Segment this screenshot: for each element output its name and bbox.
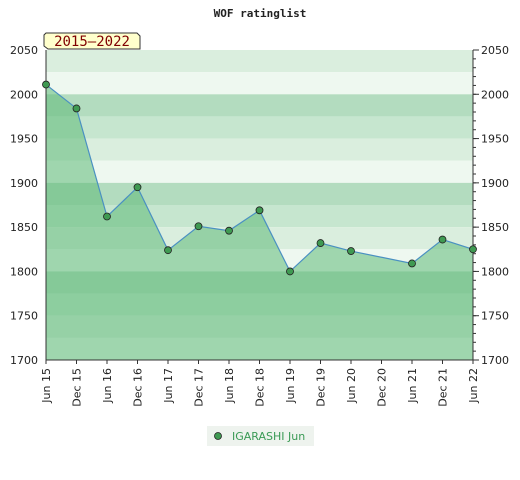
x-tick-label: Dec 15 xyxy=(71,368,84,407)
data-point[interactable] xyxy=(225,226,233,235)
badge-label: 2015–2022 xyxy=(54,34,130,50)
x-tick-label: Dec 18 xyxy=(254,368,267,407)
series-line xyxy=(45,84,474,273)
area-layer xyxy=(45,84,474,361)
y-tick-label-right: 1950 xyxy=(481,133,509,146)
y-tick-label-right: 1750 xyxy=(481,310,509,323)
legend-label: IGARASHI Jun xyxy=(232,430,305,443)
y-tick-label-left: 1800 xyxy=(10,265,38,278)
y-tick-label-right: 1800 xyxy=(481,265,509,278)
x-tick-label: Dec 17 xyxy=(193,368,206,407)
data-point[interactable] xyxy=(103,212,111,221)
x-tick-label: Jun 22 xyxy=(467,368,480,404)
x-tick-label: Dec 19 xyxy=(315,368,328,407)
y-tick-label-left: 1950 xyxy=(10,133,38,146)
y-tick-label-left: 2050 xyxy=(10,44,38,57)
x-tick-label: Jun 18 xyxy=(223,368,236,404)
data-point[interactable] xyxy=(347,247,355,255)
y-tick-label-right: 2000 xyxy=(481,88,509,101)
markers-layer xyxy=(42,80,477,276)
series-area xyxy=(46,84,473,361)
x-tick-label: Dec 21 xyxy=(437,368,450,407)
data-point[interactable] xyxy=(438,235,447,244)
x-tick-label: Jun 17 xyxy=(162,368,175,404)
y-tick-label-left: 1750 xyxy=(10,310,38,323)
data-point[interactable] xyxy=(194,222,203,231)
x-tick-label: Jun 20 xyxy=(345,368,358,404)
y-tick-label-left: 1700 xyxy=(10,354,38,367)
x-tick-label: Jun 15 xyxy=(40,368,53,404)
data-point[interactable] xyxy=(133,183,142,192)
data-point[interactable] xyxy=(164,246,172,255)
plot-band xyxy=(46,138,473,161)
data-point[interactable] xyxy=(286,267,294,276)
data-point[interactable] xyxy=(316,239,325,247)
x-tick-label: Jun 16 xyxy=(101,368,114,404)
axes: 1700 1700 1750 1750 1800 1800 1850 1850 1900 1900… xyxy=(10,44,509,407)
plot-band xyxy=(46,182,473,205)
x-tick-label: Jun 21 xyxy=(406,368,419,404)
y-tick-label-right: 1900 xyxy=(481,177,509,190)
plot-band xyxy=(46,72,473,95)
legend-box xyxy=(207,426,314,446)
plot-band xyxy=(46,50,473,73)
x-tick-label: Jun 19 xyxy=(284,368,297,404)
data-point[interactable] xyxy=(42,80,50,89)
data-point[interactable] xyxy=(72,104,81,113)
data-point[interactable] xyxy=(408,259,416,268)
data-point[interactable] xyxy=(469,245,477,254)
x-tick-label: Dec 16 xyxy=(132,368,145,407)
legend-marker xyxy=(214,432,222,440)
plot-band xyxy=(46,160,473,183)
y-tick-label-left: 2000 xyxy=(10,88,38,101)
data-point[interactable] xyxy=(255,206,264,215)
chart-title: WOF ratinglist xyxy=(214,7,307,20)
x-tick-label: Dec 20 xyxy=(376,368,389,407)
plot-band xyxy=(46,94,473,117)
y-tick-label-right: 1850 xyxy=(481,221,509,234)
badge-box xyxy=(43,32,141,50)
y-tick-label-right: 2050 xyxy=(481,44,509,57)
y-tick-label-left: 1900 xyxy=(10,177,38,190)
y-tick-label-left: 1850 xyxy=(10,221,38,234)
plot-band xyxy=(46,116,473,139)
legend[interactable]: IGARASHI Jun xyxy=(207,426,314,446)
period-badge: 2015–2022 xyxy=(43,32,141,50)
y-tick-label-right: 1700 xyxy=(481,354,509,367)
